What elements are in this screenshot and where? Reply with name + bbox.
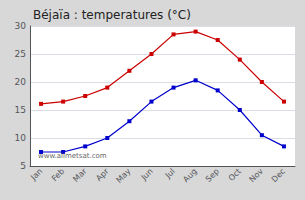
svg-text:Dec: Dec: [270, 167, 287, 184]
svg-text:10: 10: [15, 133, 27, 143]
svg-text:Oct: Oct: [227, 167, 243, 183]
svg-text:www.allmetsat.com: www.allmetsat.com: [38, 152, 107, 160]
svg-text:Nov: Nov: [248, 167, 266, 185]
svg-text:5: 5: [20, 161, 26, 171]
svg-text:Mar: Mar: [71, 166, 89, 184]
svg-text:Apr: Apr: [94, 166, 111, 183]
svg-text:May: May: [115, 167, 133, 185]
svg-text:Jul: Jul: [163, 167, 177, 181]
svg-text:30: 30: [15, 21, 27, 31]
svg-text:Béjaïa : temperatures (°C): Béjaïa : temperatures (°C): [33, 8, 191, 22]
svg-text:Sep: Sep: [204, 167, 221, 184]
svg-text:15: 15: [15, 105, 26, 115]
svg-text:Aug: Aug: [181, 167, 198, 184]
svg-text:Jun: Jun: [139, 167, 155, 183]
svg-text:Jan: Jan: [28, 167, 44, 183]
svg-text:25: 25: [15, 49, 26, 59]
svg-text:Feb: Feb: [50, 167, 66, 183]
svg-text:20: 20: [15, 77, 27, 87]
